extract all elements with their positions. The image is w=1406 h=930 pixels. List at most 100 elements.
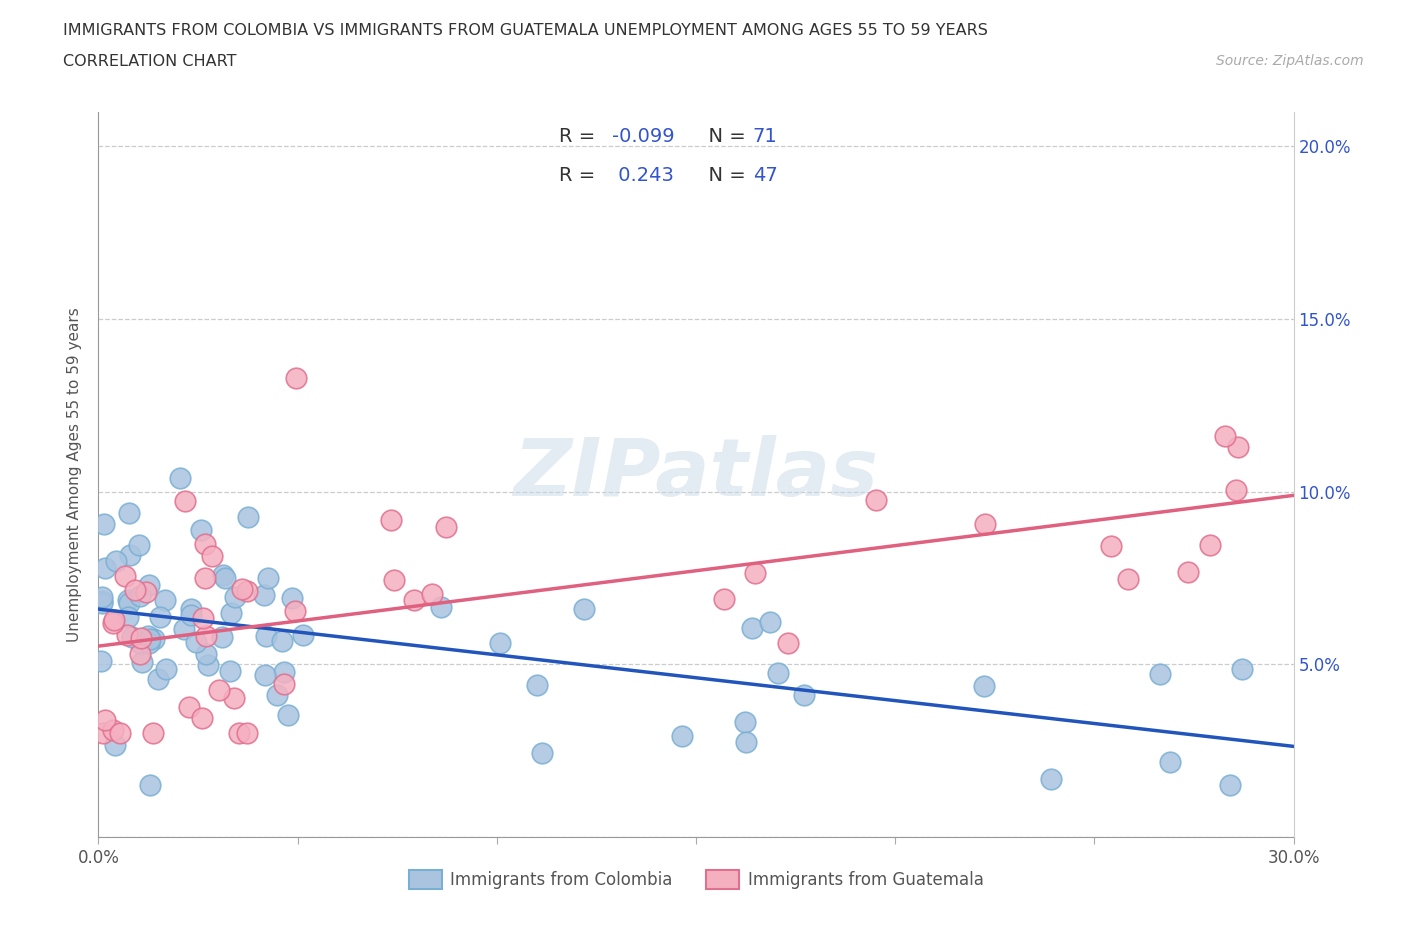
Point <box>191 711 214 725</box>
Point <box>118 505 141 520</box>
Point <box>280 591 302 605</box>
Point <box>136 629 159 644</box>
Point <box>93 516 115 531</box>
Point <box>190 523 212 538</box>
Point <box>231 581 253 596</box>
Point <box>117 628 139 643</box>
Point <box>1199 538 1222 552</box>
Point <box>430 600 453 615</box>
Point <box>208 683 231 698</box>
Point <box>266 687 288 702</box>
Point <box>224 690 246 705</box>
Y-axis label: Unemployment Among Ages 55 to 59 years: Unemployment Among Ages 55 to 59 years <box>67 307 83 642</box>
Point <box>104 737 127 752</box>
Point <box>382 573 405 588</box>
Point <box>211 630 233 644</box>
Point <box>135 585 157 600</box>
Point <box>142 726 165 741</box>
Text: N =: N = <box>696 166 752 185</box>
Point <box>143 631 166 646</box>
Point <box>1177 565 1199 579</box>
Point <box>741 621 763 636</box>
Point <box>103 612 125 627</box>
Point <box>1232 662 1254 677</box>
Point <box>184 635 207 650</box>
Text: CORRELATION CHART: CORRELATION CHART <box>63 54 236 69</box>
Legend: Immigrants from Colombia, Immigrants from Guatemala: Immigrants from Colombia, Immigrants fro… <box>401 862 991 897</box>
Point <box>254 629 277 644</box>
Text: Source: ZipAtlas.com: Source: ZipAtlas.com <box>1216 54 1364 68</box>
Point <box>1219 777 1241 792</box>
Point <box>146 671 169 686</box>
Point <box>174 493 197 508</box>
Point <box>793 687 815 702</box>
Point <box>128 538 150 552</box>
Point <box>117 592 139 607</box>
Point <box>128 589 150 604</box>
Point <box>129 631 152 645</box>
Point <box>489 635 512 650</box>
Point <box>194 571 217 586</box>
Point <box>1225 483 1247 498</box>
Point <box>273 665 295 680</box>
Point <box>149 609 172 624</box>
Text: IMMIGRANTS FROM COLOMBIA VS IMMIGRANTS FROM GUATEMALA UNEMPLOYMENT AMONG AGES 55: IMMIGRANTS FROM COLOMBIA VS IMMIGRANTS F… <box>63 23 988 38</box>
Point <box>114 568 136 583</box>
Text: 0.243: 0.243 <box>612 166 673 185</box>
Point <box>138 578 160 592</box>
Point <box>155 661 177 676</box>
Point <box>138 635 160 650</box>
Point <box>759 615 782 630</box>
Point <box>139 631 162 646</box>
Point <box>173 621 195 636</box>
Point <box>139 777 162 792</box>
Point <box>776 635 799 650</box>
Point <box>91 590 114 604</box>
Point <box>236 726 259 741</box>
Point <box>1040 771 1063 786</box>
Point <box>273 677 295 692</box>
Point <box>90 596 112 611</box>
Point <box>1226 440 1249 455</box>
Text: 47: 47 <box>752 166 778 185</box>
Point <box>238 510 260 525</box>
Point <box>254 668 277 683</box>
Point <box>404 592 426 607</box>
Point <box>117 609 139 624</box>
Point <box>197 658 219 672</box>
Point <box>285 370 308 385</box>
Point <box>194 646 217 661</box>
Text: 71: 71 <box>752 127 778 146</box>
Point <box>121 630 143 644</box>
Point <box>526 677 548 692</box>
Point <box>1116 571 1139 586</box>
Point <box>201 549 224 564</box>
Point <box>713 591 735 606</box>
Point <box>1215 429 1237 444</box>
Point <box>104 554 127 569</box>
Text: N =: N = <box>696 127 752 146</box>
Point <box>434 519 457 534</box>
Point <box>124 583 146 598</box>
Point <box>380 512 402 527</box>
Text: R =: R = <box>558 166 602 185</box>
Point <box>103 723 125 737</box>
Point <box>129 635 152 650</box>
Point <box>180 602 202 617</box>
Point <box>94 712 117 727</box>
Point <box>766 666 789 681</box>
Point <box>169 471 191 485</box>
Point <box>744 565 766 580</box>
Point <box>530 745 553 760</box>
Point <box>973 516 995 531</box>
Text: R =: R = <box>558 127 602 146</box>
Point <box>128 646 150 661</box>
Point <box>219 663 242 678</box>
Point <box>253 588 276 603</box>
Point <box>574 602 596 617</box>
Point <box>256 571 278 586</box>
Point <box>131 655 153 670</box>
Point <box>212 568 235 583</box>
Point <box>118 596 141 611</box>
Point <box>284 604 307 618</box>
